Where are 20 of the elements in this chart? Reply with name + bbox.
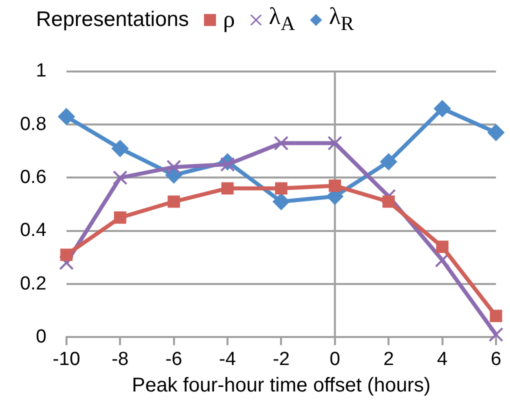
y-tick-label: 0 <box>36 326 46 348</box>
x-tick-label: 6 <box>490 348 502 370</box>
y-tick-label: 1 <box>36 60 46 82</box>
legend-label: λ$_{R}$ <box>329 4 354 36</box>
y-tick-label: 0.4 <box>20 220 47 242</box>
x-tick-label: 2 <box>383 348 394 370</box>
x-tick-label: -10 <box>52 348 80 370</box>
x-tick-label: 4 <box>437 348 448 370</box>
legend-label: λ$_{A}$ <box>268 4 296 36</box>
legend-label: ρ <box>222 6 235 34</box>
x-tick-label: -2 <box>272 348 290 370</box>
legend-title: Representations <box>36 8 189 32</box>
y-tick-label: 0.2 <box>20 273 46 294</box>
y-tick-label: 0.6 <box>20 166 46 188</box>
x-tick-label: -6 <box>165 348 182 370</box>
x-tick-label: -8 <box>112 348 129 370</box>
x-tick-label: 0 <box>330 348 340 370</box>
x-axis-title: Peak four-hour time offset (hours) <box>132 374 431 397</box>
x-tick-label: -4 <box>219 348 236 370</box>
y-tick-label: 0.8 <box>20 114 46 135</box>
